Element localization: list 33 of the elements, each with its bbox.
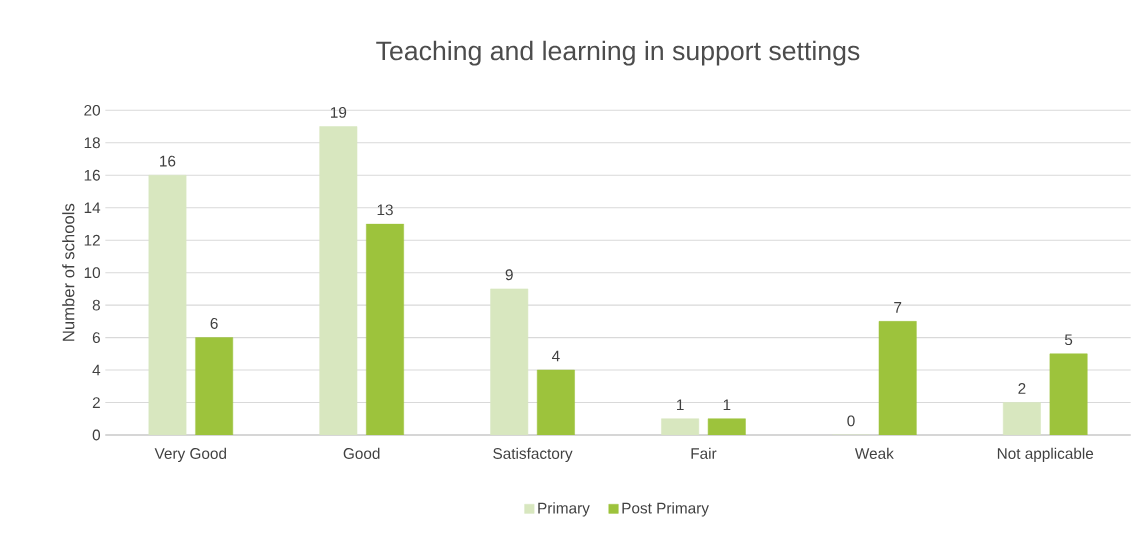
x-tick-label: Weak [854,447,894,459]
chart-title: Teaching and learning in support settings [376,40,860,66]
y-tick-label: 18 [84,137,100,149]
data-label: 2 [1018,383,1026,394]
x-tick-label: Very Good [154,447,226,462]
data-label: 6 [210,318,218,329]
y-tick-label: 16 [84,169,100,181]
data-label: 0 [847,415,855,427]
x-tick-label: Satisfactory [493,447,573,462]
x-tick-label: Good [343,447,380,459]
data-label: 7 [894,302,902,313]
y-tick-label: 12 [84,234,100,246]
y-tick-label: 6 [92,332,100,344]
data-label: 16 [160,155,176,167]
data-label: 5 [1064,334,1073,346]
y-axis-title: Number of schools [62,203,75,341]
y-tick-label: 8 [92,299,100,311]
data-label: 19 [330,106,347,118]
data-label: 9 [505,269,513,281]
data-label: 1 [677,399,684,411]
data-label: 1 [723,399,731,411]
y-tick-label: 2 [92,397,100,408]
y-tick-label: 10 [84,267,101,279]
legend-label: Post Primary [622,502,709,517]
y-tick-label: 14 [84,202,101,213]
x-tick-label: Not applicable [997,447,1094,462]
x-tick-label: Fair [691,447,717,459]
y-tick-label: 4 [92,364,101,376]
y-tick-label: 0 [92,429,101,441]
data-label: 13 [377,204,393,216]
data-label: 4 [551,350,560,362]
y-tick-label: 20 [84,104,101,116]
legend-label: Primary [538,502,590,517]
